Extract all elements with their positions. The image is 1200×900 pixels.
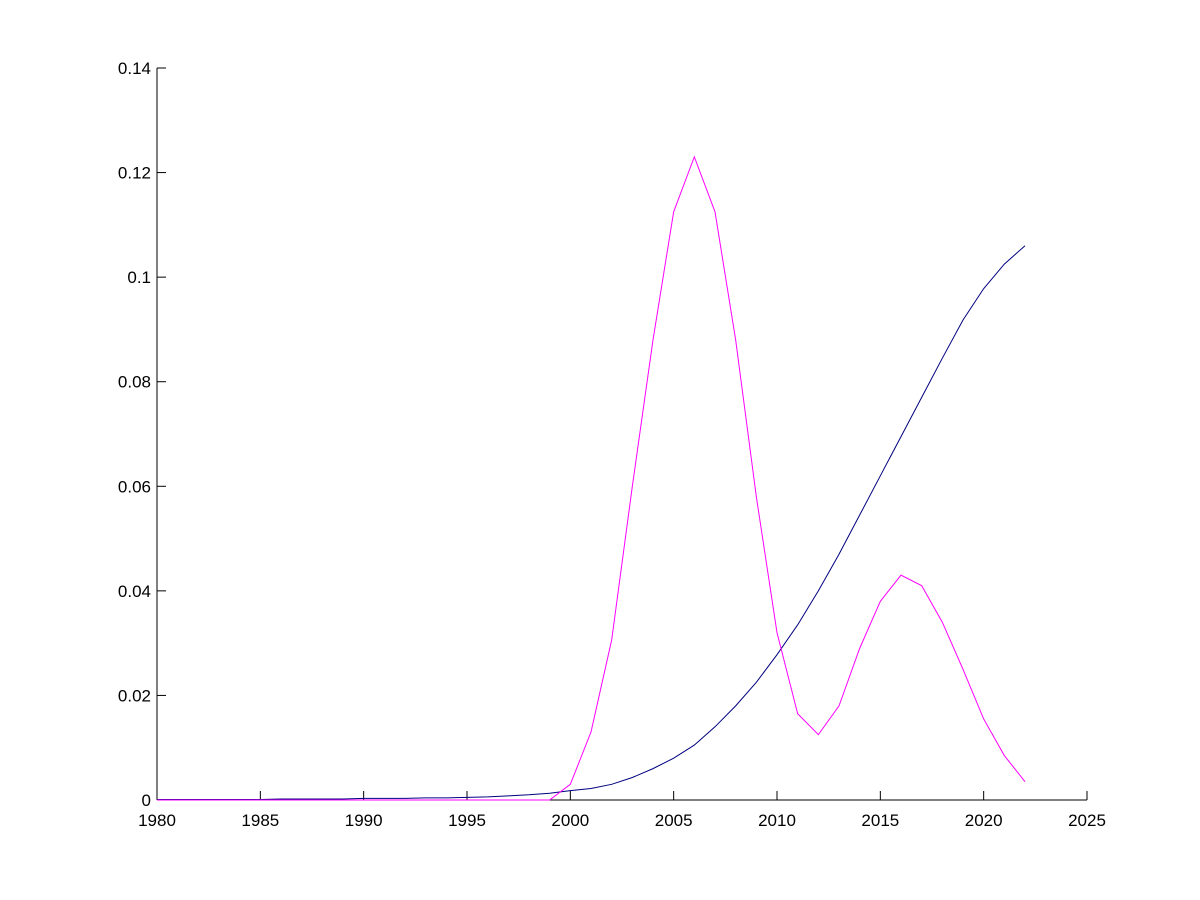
y-tick-label: 0.04 [118,582,151,601]
x-tick-label: 2015 [861,811,899,830]
y-tick-label: 0 [142,791,151,810]
line-series [157,245,1026,800]
x-tick-label: 2010 [758,811,796,830]
y-tick-label: 0.02 [118,686,151,705]
y-tick-label: 0.06 [118,477,151,496]
y-tick-label: 0.08 [118,373,151,392]
x-tick-label: 1980 [138,811,176,830]
x-tick-label: 1995 [448,811,486,830]
y-tick-label: 0.14 [118,59,151,78]
x-tick-label: 1990 [345,811,383,830]
x-tick-label: 2005 [655,811,693,830]
y-tick-label: 0.12 [118,164,151,183]
line-series [157,155,1026,801]
y-tick-label: 0.1 [127,268,151,287]
x-tick-label: 2025 [1068,811,1106,830]
x-tick-label: 1985 [241,811,279,830]
x-tick-label: 2020 [965,811,1003,830]
x-tick-label: 2000 [551,811,589,830]
